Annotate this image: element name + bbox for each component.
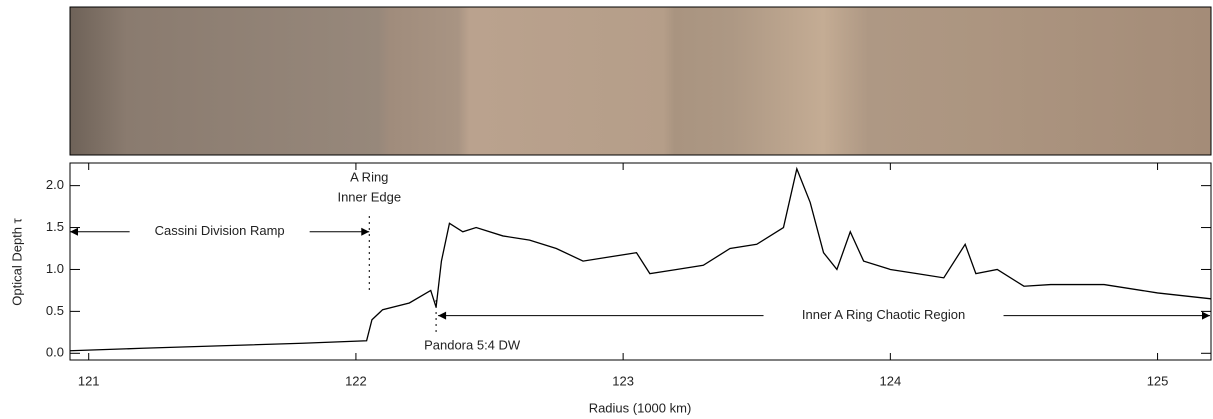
x-tick-label: 122 — [345, 373, 367, 388]
arrow-head — [70, 227, 78, 236]
plot-frame — [69, 162, 1212, 361]
y-tick-label: 0.5 — [46, 303, 64, 318]
y-tick-label: 1.0 — [46, 261, 64, 276]
marker-label: A Ring — [350, 169, 388, 184]
x-tick-label: 123 — [612, 373, 634, 388]
marker-label: Inner Edge — [337, 189, 401, 204]
x-tick-label: 124 — [879, 373, 901, 388]
y-tick-label: 0.0 — [46, 345, 64, 360]
region-label: Inner A Ring Chaotic Region — [802, 307, 965, 322]
y-axis-label: Optical Depth τ — [9, 217, 24, 305]
marker-label: Pandora 5:4 DW — [424, 337, 521, 352]
ring-image — [69, 6, 1212, 156]
arrow-head — [438, 311, 447, 320]
y-tick-label: 1.5 — [46, 219, 64, 234]
optical-depth-line — [69, 166, 1212, 352]
x-tick-label: 125 — [1147, 373, 1169, 388]
region-label: Cassini Division Ramp — [155, 223, 285, 238]
y-tick-label: 2.0 — [46, 177, 64, 192]
arrow-head — [361, 227, 370, 236]
x-tick-label: 121 — [78, 373, 100, 388]
arrow-head — [1202, 311, 1210, 320]
x-axis-label: Radius (1000 km) — [589, 400, 692, 415]
